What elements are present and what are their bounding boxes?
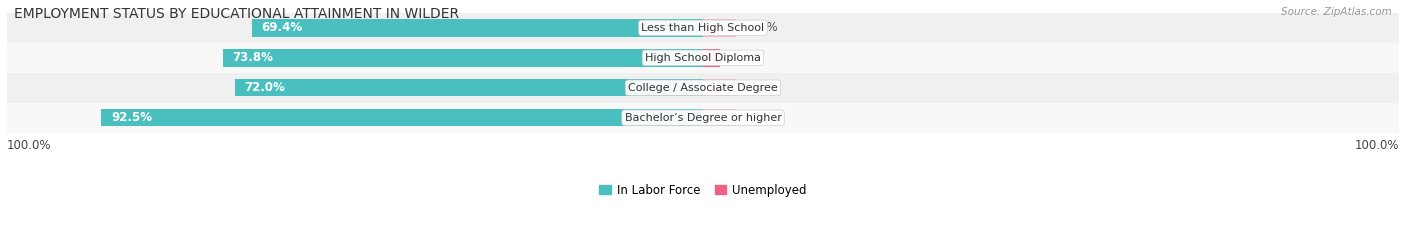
- Bar: [703, 109, 735, 126]
- Text: 69.4%: 69.4%: [262, 21, 302, 34]
- Text: Less than High School: Less than High School: [641, 23, 765, 33]
- Bar: [703, 19, 735, 37]
- Text: 92.5%: 92.5%: [111, 111, 152, 124]
- Text: 100.0%: 100.0%: [7, 139, 52, 152]
- Text: College / Associate Degree: College / Associate Degree: [628, 83, 778, 93]
- Text: 0.0%: 0.0%: [748, 21, 778, 34]
- Bar: [7, 43, 1399, 73]
- Text: EMPLOYMENT STATUS BY EDUCATIONAL ATTAINMENT IN WILDER: EMPLOYMENT STATUS BY EDUCATIONAL ATTAINM…: [14, 7, 460, 21]
- Text: 0.0%: 0.0%: [748, 81, 778, 94]
- Text: 0.0%: 0.0%: [748, 111, 778, 124]
- Bar: [252, 19, 703, 37]
- Text: High School Diploma: High School Diploma: [645, 53, 761, 63]
- Bar: [235, 79, 703, 96]
- Bar: [7, 13, 1399, 43]
- Text: Bachelor’s Degree or higher: Bachelor’s Degree or higher: [624, 113, 782, 123]
- Bar: [703, 79, 735, 96]
- Text: 2.6%: 2.6%: [733, 51, 763, 64]
- Text: Source: ZipAtlas.com: Source: ZipAtlas.com: [1281, 7, 1392, 17]
- Text: 72.0%: 72.0%: [245, 81, 285, 94]
- Bar: [101, 109, 703, 126]
- Bar: [7, 73, 1399, 103]
- Legend: In Labor Force, Unemployed: In Labor Force, Unemployed: [595, 179, 811, 201]
- Text: 73.8%: 73.8%: [232, 51, 274, 64]
- Bar: [224, 49, 703, 66]
- Bar: [703, 49, 720, 66]
- Bar: [7, 103, 1399, 133]
- Text: 100.0%: 100.0%: [1354, 139, 1399, 152]
